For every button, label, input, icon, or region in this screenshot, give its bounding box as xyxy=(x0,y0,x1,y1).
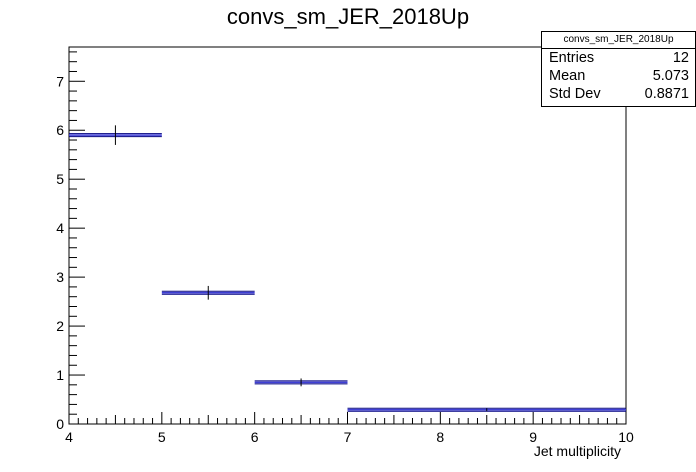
stats-label: Entries xyxy=(549,50,595,66)
x-tick-label: 4 xyxy=(65,429,73,445)
y-tick-label: 1 xyxy=(56,367,64,383)
stats-label: Mean xyxy=(549,68,586,84)
x-tick-label: 8 xyxy=(436,429,444,445)
y-tick-label: 0 xyxy=(56,416,64,432)
stats-label: Std Dev xyxy=(549,86,601,102)
stats-row-stddev: Std Dev 0.8871 xyxy=(542,85,695,103)
x-tick-label: 5 xyxy=(158,429,166,445)
stats-value: 0.8871 xyxy=(644,86,689,102)
stats-row-entries: Entries 12 xyxy=(542,49,695,67)
x-tick-label: 7 xyxy=(344,429,352,445)
stats-value: 12 xyxy=(672,50,689,66)
stats-box-title: convs_sm_JER_2018Up xyxy=(542,32,695,49)
x-tick-label: 9 xyxy=(529,429,537,445)
stats-box: convs_sm_JER_2018Up Entries 12 Mean 5.07… xyxy=(541,31,696,107)
stats-row-mean: Mean 5.073 xyxy=(542,67,695,85)
y-tick-label: 2 xyxy=(56,318,64,334)
x-tick-label: 10 xyxy=(618,429,634,445)
stats-value: 5.073 xyxy=(652,68,689,84)
y-tick-label: 5 xyxy=(56,171,64,187)
y-tick-label: 6 xyxy=(56,122,64,138)
y-tick-label: 7 xyxy=(56,73,64,89)
y-tick-label: 4 xyxy=(56,220,64,236)
x-axis-label: Jet multiplicity xyxy=(534,443,621,459)
chart-title: convs_sm_JER_2018Up xyxy=(226,4,470,29)
x-tick-label: 6 xyxy=(251,429,259,445)
y-tick-label: 3 xyxy=(56,269,64,285)
